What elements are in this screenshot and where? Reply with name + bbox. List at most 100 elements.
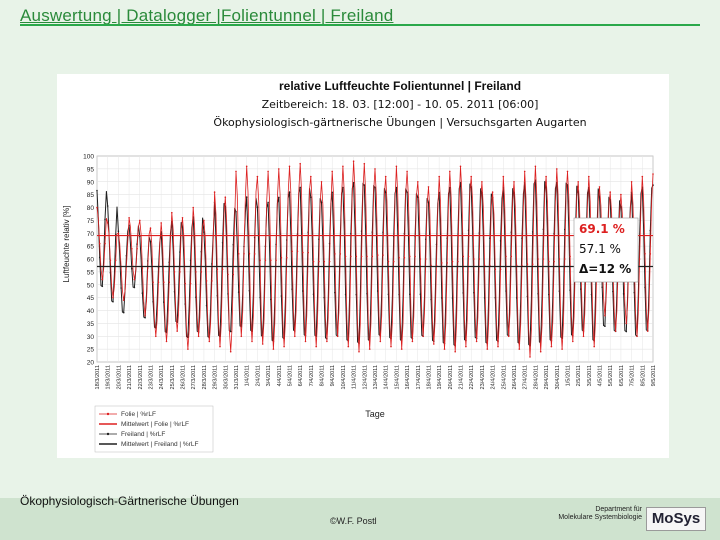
series-point — [195, 271, 197, 273]
series-point — [390, 345, 392, 348]
series-point — [376, 254, 379, 256]
series-point — [564, 258, 566, 260]
footer-bar — [0, 498, 720, 540]
series-point — [523, 170, 526, 173]
series-point — [259, 296, 261, 299]
series-point — [342, 186, 344, 189]
y-tick-label-1: 25 — [87, 347, 95, 354]
series-point — [136, 247, 138, 250]
x-tick-label-1: 19/3/2011 — [106, 365, 112, 389]
series-point — [489, 264, 491, 267]
series-point — [384, 191, 387, 194]
y-tick-label-10: 70 — [87, 231, 95, 238]
legend: Folie | %rLF Mittelwert | Folie | %rLF F… — [94, 405, 214, 453]
series-point — [232, 273, 235, 276]
series-point — [510, 255, 513, 258]
series-point — [363, 162, 366, 165]
series-point — [352, 181, 355, 184]
series-point — [200, 271, 203, 273]
series-point — [96, 206, 98, 209]
series-point — [227, 273, 229, 276]
department-name: Department für Molekulare Systembiologie — [532, 506, 642, 522]
series-point — [572, 340, 574, 343]
x-tick-label-21: 8/4/2011 — [320, 365, 326, 386]
series-point — [449, 170, 451, 173]
series-point — [454, 350, 457, 353]
x-tick-label-12: 30/3/2011 — [223, 365, 229, 389]
series-point — [98, 242, 101, 245]
series-point — [120, 287, 122, 289]
series-point — [315, 345, 318, 348]
series-point — [577, 181, 579, 183]
series-point — [283, 345, 285, 348]
x-tick-label-37: 24/4/2011 — [491, 365, 497, 389]
series-point — [494, 268, 497, 271]
y-tick-layer: 20 25 30 35 40 45 50 55 60 65 70 75 80 85 90 95 100 — [83, 154, 94, 367]
x-tick-label-52: 9/5/2011 — [651, 365, 657, 386]
folie-mean-label: 69.1 % — [579, 222, 625, 236]
x-tick-label-39: 26/4/2011 — [512, 365, 518, 389]
series-point — [395, 165, 398, 168]
x-tick-label-30: 17/4/2011 — [416, 365, 422, 389]
series-point — [302, 290, 304, 292]
series-point — [109, 259, 112, 262]
series-point — [392, 260, 395, 263]
series-point — [614, 330, 617, 332]
series-point — [593, 345, 595, 348]
series-point — [630, 181, 633, 183]
x-tick-label-38: 25/4/2011 — [501, 365, 507, 389]
course-name: Ökophysiologisch-Gärtnerische Übungen — [20, 494, 239, 508]
series-point — [548, 260, 550, 263]
series-point — [117, 230, 120, 232]
series-point — [636, 335, 638, 338]
x-tick-label-46: 3/5/2011 — [587, 365, 593, 386]
series-point — [272, 348, 275, 350]
chart-title: relative Luftfeuchte Folientunnel | Frei… — [279, 79, 521, 93]
series-point — [531, 263, 534, 265]
x-tick-label-40: 27/4/2011 — [523, 365, 529, 389]
series-point — [481, 181, 483, 183]
y-tick-label-11: 75 — [87, 218, 95, 225]
series-point — [534, 165, 537, 168]
y-tick-label-9: 65 — [87, 244, 95, 251]
series-point — [368, 348, 371, 350]
series-point — [270, 298, 272, 301]
series-point — [189, 282, 192, 285]
x-tick-label-50: 7/5/2011 — [630, 365, 636, 386]
legend-item-freiland: Freiland | %rLF — [99, 431, 165, 438]
series-point — [352, 160, 355, 162]
y-tick-label-2: 30 — [87, 334, 95, 341]
series-point — [342, 165, 344, 168]
series-point — [344, 255, 347, 258]
x-tick-label-41: 28/4/2011 — [533, 365, 539, 389]
series-point — [622, 293, 625, 295]
series-point — [221, 268, 224, 271]
series-point — [400, 348, 403, 350]
x-tick-label-45: 2/5/2011 — [576, 365, 582, 386]
legend-label-folie: Folie | %rLF — [121, 411, 156, 418]
y-axis-label: Luftfeuchte relativ [%] — [62, 206, 71, 283]
x-tick-label-8: 26/3/2011 — [181, 365, 187, 389]
series-point — [569, 255, 571, 258]
series-point — [229, 330, 232, 333]
series-point — [620, 206, 622, 208]
series-point — [355, 255, 358, 258]
series-point — [312, 260, 315, 263]
series-point — [256, 175, 259, 178]
series-point — [451, 260, 454, 263]
series-point — [478, 258, 481, 260]
series-point — [433, 343, 435, 345]
series-point — [649, 253, 652, 255]
series-point — [219, 345, 221, 348]
series-point — [379, 340, 382, 343]
series-point — [505, 255, 507, 258]
series-point — [339, 253, 342, 255]
legend-item-folie: Folie | %rLF — [99, 411, 156, 418]
series-point — [101, 285, 104, 288]
series-point — [181, 217, 184, 219]
x-tick-label-47: 4/5/2011 — [598, 365, 604, 386]
y-tick-label-8: 60 — [87, 257, 95, 264]
legend-item-freiland-mean: Mittelwert | Freiland | %rLF — [99, 441, 198, 448]
series-point — [248, 253, 251, 255]
series-point — [430, 264, 432, 267]
